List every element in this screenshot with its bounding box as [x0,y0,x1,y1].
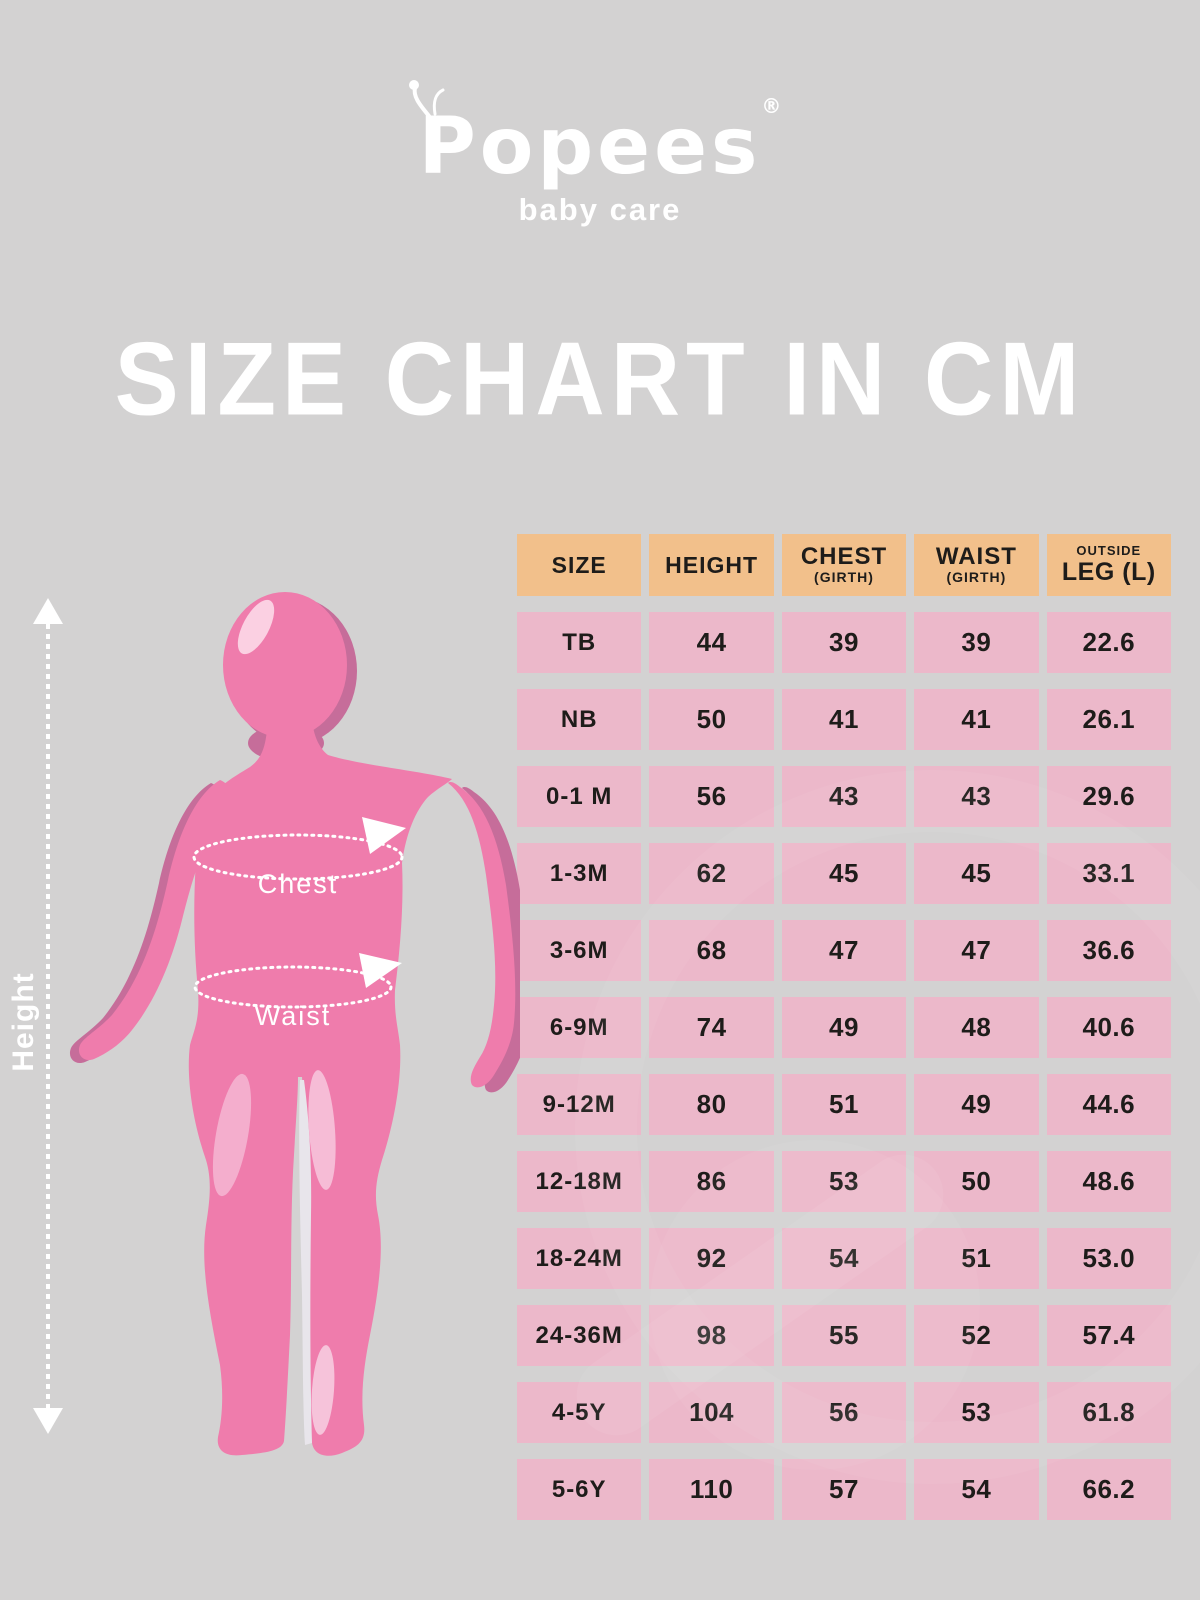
table-cell: 74 [649,997,774,1058]
butterfly-antenna-icon [408,80,445,118]
size-table: SIZE HEIGHT CHEST (GIRTH) WAIST (GIRTH) … [517,534,1171,1520]
table-cell: 45 [781,843,907,904]
brand-wordmark: Popees® [408,80,782,186]
table-cell: 43 [914,766,1039,827]
baby-mannequin-figure: Chest Waist [69,592,520,1456]
table-cell: 24-36M [517,1305,642,1366]
table-cell: 53 [914,1382,1039,1443]
table-cell: 53.0 [1046,1228,1171,1289]
table-cell: 6-9M [517,997,642,1058]
table-cell: 68 [649,920,774,981]
table-cell: 56 [781,1382,907,1443]
brand-name: Popees [418,102,762,192]
waist-label: Waist [255,1001,332,1031]
table-cell: 4-5Y [517,1382,642,1443]
table-cell: 49 [781,997,907,1058]
table-cell: 33.1 [1046,843,1171,904]
table-cell: 12-18M [517,1151,642,1212]
table-cell: 54 [914,1459,1039,1520]
table-cell: 56 [649,766,774,827]
chest-arrow-icon [362,817,406,854]
column-header-outside-leg: OUTSIDE LEG (L) [1046,534,1171,596]
table-cell: 0-1 M [517,766,642,827]
table-cell: 50 [914,1151,1039,1212]
column-header-height: HEIGHT [649,534,774,596]
table-cell: NB [517,689,642,750]
table-cell: 66.2 [1046,1459,1171,1520]
table-cell: 110 [649,1459,774,1520]
table-cell: 1-3M [517,843,642,904]
table-cell: 62 [649,843,774,904]
table-cell: 86 [649,1151,774,1212]
table-cell: 49 [914,1074,1039,1135]
height-axis-label: Height [7,972,40,1072]
table-cell: 45 [914,843,1039,904]
table-cell: 39 [781,612,907,673]
table-cell: 61.8 [1046,1382,1171,1443]
table-cell: 44.6 [1046,1074,1171,1135]
table-cell: 3-6M [517,920,642,981]
table-cell: 51 [914,1228,1039,1289]
table-cell: 29.6 [1046,766,1171,827]
table-cell: 47 [914,920,1039,981]
chest-girth-ellipse [192,833,404,881]
page-title: SIZE CHART IN CM [114,321,1086,438]
table-cell: 36.6 [1046,920,1171,981]
table-cell: 41 [914,689,1039,750]
table-cell: 18-24M [517,1228,642,1289]
table-cell: 5-6Y [517,1459,642,1520]
height-arrow-down-icon [33,1408,63,1434]
table-cell: 22.6 [1046,612,1171,673]
table-cell: 54 [781,1228,907,1289]
table-cell: 53 [781,1151,907,1212]
table-cell: 26.1 [1046,689,1171,750]
chest-label: Chest [258,869,339,899]
table-cell: 51 [781,1074,907,1135]
table-cell: 57.4 [1046,1305,1171,1366]
table-cell: 40.6 [1046,997,1171,1058]
table-cell: 57 [781,1459,907,1520]
table-cell: 48.6 [1046,1151,1171,1212]
brand-logo: Popees® baby care [0,80,1200,228]
column-header-chest: CHEST (GIRTH) [781,534,907,596]
table-cell: 92 [649,1228,774,1289]
column-header-size: SIZE [517,534,642,596]
height-dotted-line [46,624,50,1408]
waist-arrow-icon [359,953,402,988]
height-arrow-up-icon [33,598,63,624]
brand-tagline: baby care [518,192,682,227]
table-cell: 41 [781,689,907,750]
table-cell: 80 [649,1074,774,1135]
table-cell: 43 [781,766,907,827]
table-cell: 104 [649,1382,774,1443]
table-cell: 55 [781,1305,907,1366]
table-cell: 47 [781,920,907,981]
table-cell: 39 [914,612,1039,673]
waist-girth-ellipse [193,965,393,1009]
table-cell: 48 [914,997,1039,1058]
table-cell: 50 [649,689,774,750]
table-cell: TB [517,612,642,673]
table-cell: 98 [649,1305,774,1366]
table-cell: 9-12M [517,1074,642,1135]
table-cell: 44 [649,612,774,673]
column-header-waist: WAIST (GIRTH) [914,534,1039,596]
table-cell: 52 [914,1305,1039,1366]
registered-trademark: ® [761,94,782,118]
